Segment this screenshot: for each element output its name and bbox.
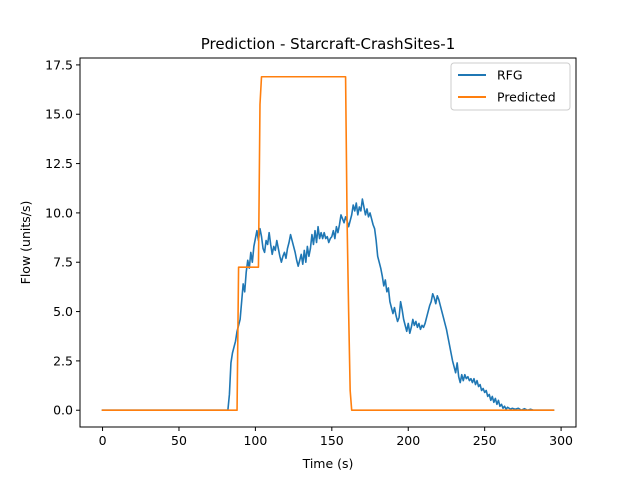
legend: RFG Predicted [450, 62, 571, 111]
y-tick-label: 17.5 [45, 57, 73, 72]
x-axis-label: Time (s) [302, 456, 354, 471]
legend-label-rfg: RFG [497, 68, 523, 83]
y-tick-label: 2.5 [53, 353, 73, 368]
y-tick-label: 0.0 [53, 403, 73, 418]
plot-frame [79, 57, 577, 428]
chart-title: Prediction - Starcraft-CrashSites-1 [201, 35, 456, 53]
y-tick-label: 15.0 [45, 107, 73, 122]
series-line-predicted [101, 75, 555, 412]
x-tick-label: 100 [243, 433, 267, 448]
x-tick-label: 250 [473, 433, 497, 448]
x-tick-label: 0 [99, 433, 107, 448]
plot-area [101, 75, 555, 412]
y-axis: 0.0 2.5 5.0 7.5 10.0 12.5 15.0 17.5 [45, 57, 80, 418]
series-line-rfg [101, 198, 555, 412]
y-axis-label: Flow (units/s) [18, 201, 33, 285]
x-tick-label: 300 [549, 433, 573, 448]
x-tick-label: 200 [396, 433, 420, 448]
y-tick-label: 12.5 [45, 156, 73, 171]
y-tick-label: 5.0 [53, 304, 73, 319]
x-tick-label: 150 [320, 433, 344, 448]
y-tick-label: 10.0 [45, 205, 73, 220]
y-tick-label: 7.5 [53, 255, 73, 270]
x-tick-label: 50 [171, 433, 187, 448]
x-axis: 0 50 100 150 200 250 300 [99, 427, 573, 448]
legend-label-predicted: Predicted [497, 90, 556, 105]
